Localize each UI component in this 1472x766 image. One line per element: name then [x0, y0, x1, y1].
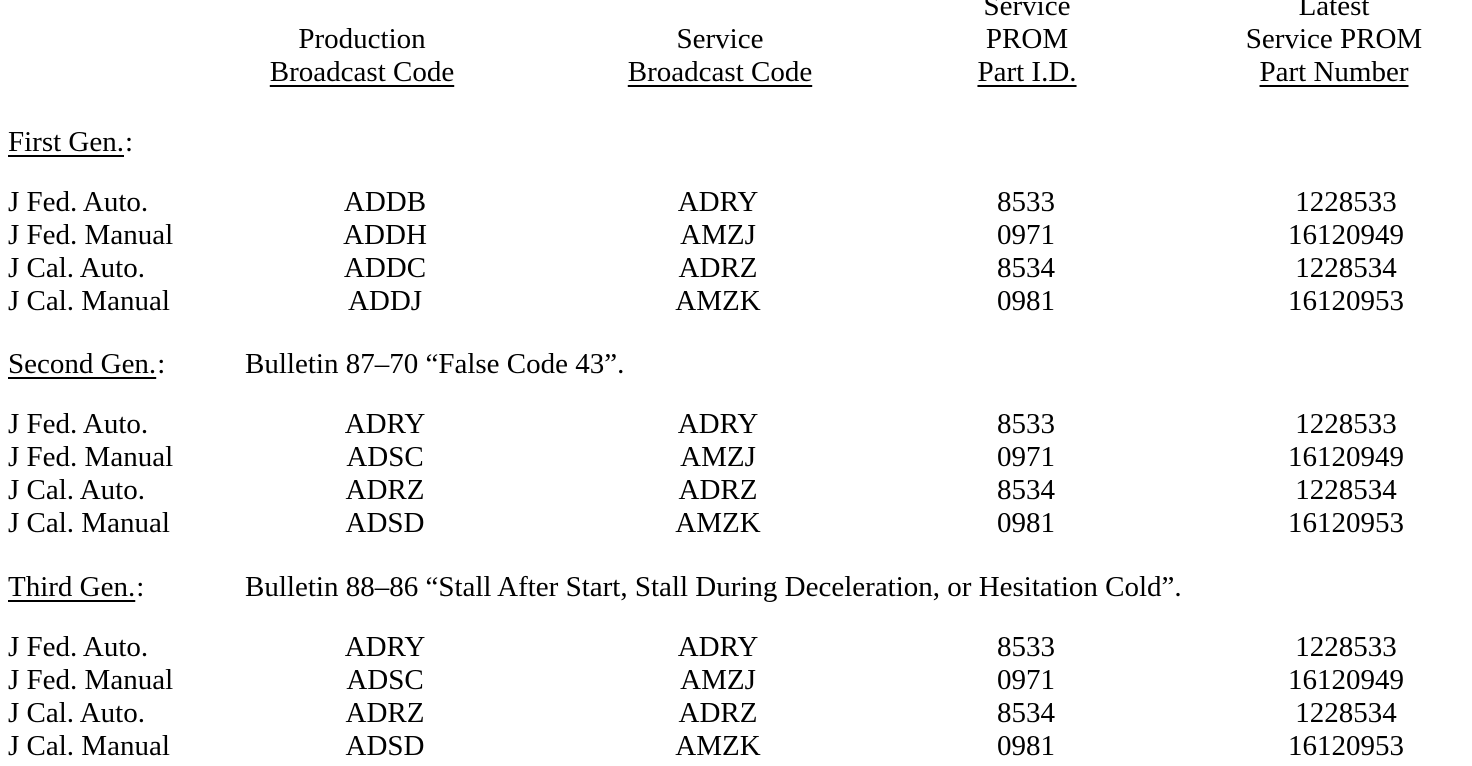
row-label: J Fed. Manual — [8, 664, 174, 696]
cell: ADRZ — [678, 697, 758, 729]
cell: 16120953 — [1288, 730, 1404, 762]
row-label: J Fed. Auto. — [8, 186, 149, 218]
cell: 1228534 — [1295, 252, 1397, 284]
cell: AMZJ — [680, 664, 756, 696]
row-label: J Fed. Manual — [8, 441, 174, 473]
cell: AMZK — [675, 730, 761, 762]
cell: ADSC — [346, 441, 424, 473]
section-label: First Gen. — [8, 126, 124, 158]
cell: 1228534 — [1295, 474, 1397, 506]
cell: 8533 — [997, 631, 1055, 663]
column-header: Latest — [1298, 0, 1370, 22]
cell: 0971 — [997, 219, 1055, 251]
row-label: J Fed. Manual — [8, 219, 174, 251]
row-label: J Cal. Auto. — [8, 697, 145, 729]
row-label: J Cal. Manual — [8, 507, 170, 539]
column-header: Part Number — [1259, 56, 1409, 88]
column-header: Part I.D. — [977, 56, 1077, 88]
column-header: Broadcast Code — [269, 56, 455, 88]
column-header: Broadcast Code — [627, 56, 813, 88]
section-label-suffix: : — [136, 571, 145, 603]
cell: ADRY — [677, 408, 759, 440]
column-header: Service — [983, 0, 1071, 22]
row-label: J Cal. Manual — [8, 730, 170, 762]
cell: AMZJ — [680, 219, 756, 251]
column-header: Production — [298, 23, 426, 55]
cell: ADDH — [343, 219, 427, 251]
row-label: J Fed. Auto. — [8, 631, 149, 663]
cell: ADRY — [344, 408, 426, 440]
cell: 0981 — [997, 285, 1055, 317]
cell: ADRZ — [678, 252, 758, 284]
cell: ADDJ — [347, 285, 423, 317]
column-header: Service PROM — [1245, 23, 1423, 55]
cell: ADRZ — [345, 697, 425, 729]
cell: ADSD — [345, 507, 425, 539]
cell: ADRY — [677, 631, 759, 663]
cell: 8533 — [997, 408, 1055, 440]
row-label: J Fed. Auto. — [8, 408, 149, 440]
cell: 16120953 — [1288, 507, 1404, 539]
cell: AMZJ — [680, 441, 756, 473]
column-header: PROM — [985, 23, 1069, 55]
section-label-suffix: : — [157, 348, 166, 380]
section-label: Third Gen. — [8, 571, 136, 603]
cell: ADSC — [346, 664, 424, 696]
cell: ADRY — [677, 186, 759, 218]
cell: 1228533 — [1295, 408, 1397, 440]
cell: AMZK — [675, 507, 761, 539]
cell: ADDB — [343, 186, 427, 218]
row-label: J Cal. Auto. — [8, 474, 145, 506]
cell: ADSD — [345, 730, 425, 762]
cell: ADRZ — [678, 474, 758, 506]
cell: ADRY — [344, 631, 426, 663]
row-label: J Cal. Manual — [8, 285, 170, 317]
cell: 0971 — [997, 664, 1055, 696]
cell: 8534 — [997, 697, 1055, 729]
cell: 1228533 — [1295, 631, 1397, 663]
cell: 8533 — [997, 186, 1055, 218]
column-header: Service — [676, 23, 764, 55]
cell: ADRZ — [345, 474, 425, 506]
section-note: Bulletin 88–86 “Stall After Start, Stall… — [245, 571, 1182, 603]
section-label: Second Gen. — [8, 348, 157, 380]
cell: 16120949 — [1288, 664, 1404, 696]
cell: 0971 — [997, 441, 1055, 473]
row-label: J Cal. Auto. — [8, 252, 145, 284]
cell: 8534 — [997, 474, 1055, 506]
cell: AMZK — [675, 285, 761, 317]
cell: 1228533 — [1295, 186, 1397, 218]
cell: 0981 — [997, 730, 1055, 762]
cell: 8534 — [997, 252, 1055, 284]
cell: 16120949 — [1288, 441, 1404, 473]
cell: 16120953 — [1288, 285, 1404, 317]
cell: ADDC — [343, 252, 427, 284]
cell: 1228534 — [1295, 697, 1397, 729]
cell: 0981 — [997, 507, 1055, 539]
section-note: Bulletin 87–70 “False Code 43”. — [245, 348, 625, 380]
cell: 16120949 — [1288, 219, 1404, 251]
section-label-suffix: : — [125, 126, 134, 158]
